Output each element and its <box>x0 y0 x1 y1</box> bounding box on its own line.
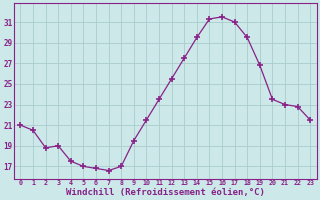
X-axis label: Windchill (Refroidissement éolien,°C): Windchill (Refroidissement éolien,°C) <box>66 188 265 197</box>
